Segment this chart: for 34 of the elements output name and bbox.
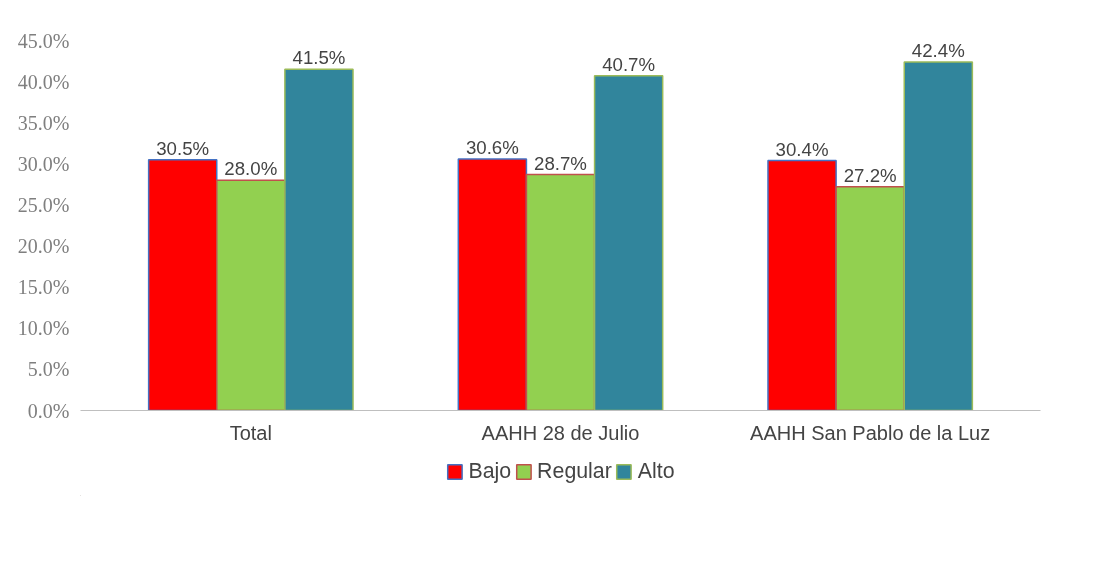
- bar: [147, 158, 218, 411]
- bar: [903, 61, 974, 411]
- bar: [767, 159, 837, 411]
- bar: [457, 158, 528, 411]
- x-tick-label: AAHH 28 de Julio: [481, 421, 640, 444]
- bar: [216, 179, 286, 411]
- data-label: 30.6%: [465, 136, 519, 158]
- legend-label: Bajo: [468, 458, 512, 484]
- data-label: 30.5%: [156, 137, 210, 159]
- bar: [593, 75, 664, 411]
- y-tick-label: 20.0%: [17, 235, 70, 258]
- data-label: 41.5%: [292, 47, 346, 69]
- y-tick-label: 10.0%: [17, 317, 70, 340]
- legend-label: Regular: [537, 458, 612, 484]
- y-tick-label: 30.0%: [17, 152, 70, 175]
- data-label: 40.7%: [602, 53, 656, 75]
- y-tick-label: 5.0%: [27, 358, 70, 381]
- data-label: 27.2%: [843, 164, 897, 186]
- legend-label: Alto: [637, 458, 675, 484]
- y-tick-label: 0.0%: [27, 399, 70, 422]
- bar: [835, 186, 905, 411]
- y-tick-label: 35.0%: [17, 111, 70, 134]
- y-tick-label: 45.0%: [17, 29, 70, 52]
- data-label: 28.7%: [534, 152, 587, 174]
- x-tick-label: Total: [229, 421, 272, 444]
- data-label: 28.0%: [224, 158, 278, 180]
- y-tick-label: 15.0%: [17, 276, 70, 299]
- data-label: 42.4%: [911, 39, 965, 61]
- y-tick-label: 40.0%: [17, 70, 70, 93]
- y-tick-label: 25.0%: [17, 193, 70, 216]
- bar: [525, 173, 596, 411]
- data-label: 30.4%: [775, 138, 829, 160]
- x-tick-label: AAHH San Pablo de la Luz: [750, 421, 991, 444]
- bar: [284, 68, 354, 411]
